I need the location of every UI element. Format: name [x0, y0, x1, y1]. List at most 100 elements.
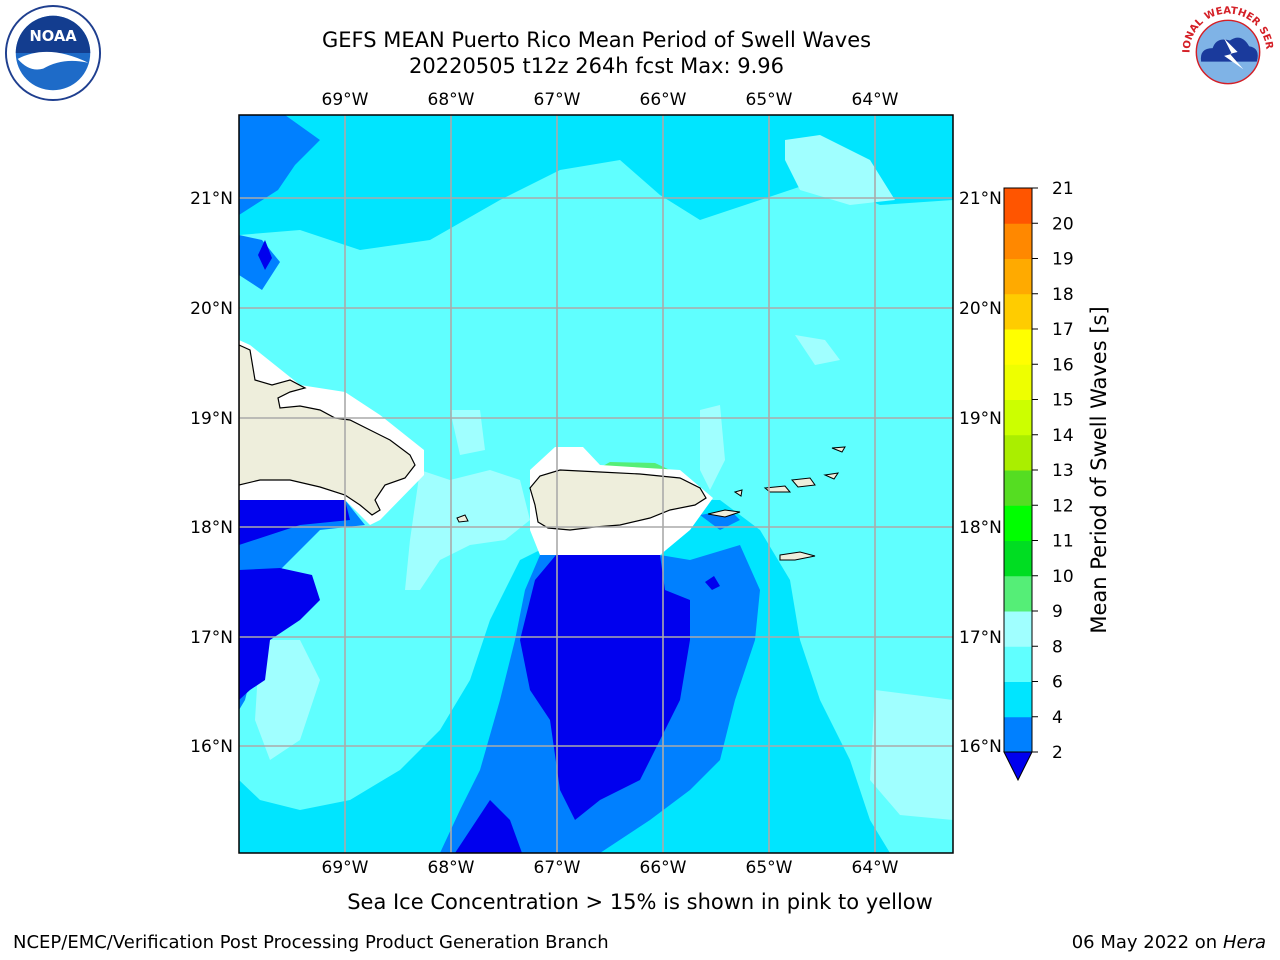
- colorbar-segment: [1004, 646, 1032, 682]
- colorbar-tick-label: 17: [1052, 320, 1074, 340]
- colorbar-tick-label: 20: [1052, 214, 1074, 234]
- lon-label: 68°W: [428, 858, 475, 878]
- lon-label: 67°W: [534, 858, 581, 878]
- contour-deep-blue-strip: [239, 500, 350, 545]
- colorbar-tick-label: 12: [1052, 496, 1074, 516]
- colorbar-label: Mean Period of Swell Waves [s]: [1087, 306, 1111, 633]
- land-hispaniola: [239, 344, 416, 516]
- nws-logo: NATIONAL WEATHER SERVICE: [1180, 4, 1274, 99]
- footer-date-text: 06 May 2022 on: [1071, 932, 1218, 953]
- colorbar-tick-label: 6: [1052, 673, 1063, 693]
- colorbar-segment: [1004, 293, 1032, 330]
- colorbar-segment: [1004, 716, 1032, 753]
- colorbar-segment: [1004, 188, 1032, 224]
- colorbar-tick-label: 2: [1052, 743, 1063, 763]
- lat-labels-right: 21°N 20°N 19°N 18°N 17°N 16°N: [959, 189, 1002, 757]
- contour-blue-nw: [239, 115, 320, 215]
- lon-label: 69°W: [322, 858, 369, 878]
- colorbar-tick-label: 14: [1052, 426, 1074, 446]
- colorbar-segment: [1004, 329, 1032, 365]
- chart-subtitle: 20220505 t12z 264h fcst Max: 9.96: [409, 54, 784, 78]
- gridlines: [239, 115, 953, 853]
- contour-deep-blue-west: [239, 568, 320, 700]
- lon-label: 66°W: [640, 90, 687, 110]
- noaa-logo: NOAA: [4, 4, 102, 102]
- contour-blue-w: [239, 235, 280, 290]
- colorbar-tick-label: 8: [1052, 637, 1063, 657]
- lat-label: 21°N: [190, 189, 233, 209]
- contour-pale-cyan-2: [405, 470, 530, 590]
- lon-labels-bottom: 69°W 68°W 67°W 66°W 65°W 64°W: [322, 858, 899, 878]
- contour-light-cyan-2: [560, 215, 600, 250]
- lat-label: 20°N: [959, 299, 1002, 319]
- chart-title: GEFS MEAN Puerto Rico Mean Period of Swe…: [321, 28, 872, 52]
- lat-label: 21°N: [959, 189, 1002, 209]
- contour-pale-cyan: [785, 135, 895, 205]
- lon-labels-top: 69°W 68°W 67°W 66°W 65°W 64°W: [322, 90, 899, 110]
- colorbar-tick-label: 19: [1052, 250, 1074, 270]
- land-virgin-islands: [733, 446, 846, 497]
- colorbar-tick-label: 13: [1052, 461, 1074, 481]
- lat-label: 16°N: [190, 737, 233, 757]
- colorbar-segment: [1004, 505, 1032, 541]
- colorbar-segment: [1004, 223, 1032, 259]
- contour-deep-blue-dot: [705, 576, 720, 590]
- lat-label: 20°N: [190, 299, 233, 319]
- contour-pale-cyan-4: [450, 410, 485, 455]
- colorbar-tick-label: 9: [1052, 602, 1063, 622]
- colorbar-segment: [1004, 258, 1032, 295]
- contour-deep-blue-se: [455, 800, 522, 853]
- footer-host: Hera: [1222, 932, 1266, 953]
- land-mona: [456, 514, 469, 523]
- svg-text:NOAA: NOAA: [29, 28, 77, 45]
- lon-label: 69°W: [322, 90, 369, 110]
- colorbar-segment: [1004, 681, 1032, 718]
- sea-ice-note: Sea Ice Concentration > 15% is shown in …: [347, 890, 933, 914]
- colorbar-segment: [1004, 540, 1032, 577]
- lat-label: 19°N: [959, 409, 1002, 429]
- colorbar-tick-label: 4: [1052, 708, 1063, 728]
- contour-blue-sw: [239, 500, 365, 710]
- lat-label: 19°N: [190, 409, 233, 429]
- colorbar-segment: [1004, 611, 1032, 647]
- contour-deep-blue-spot: [258, 240, 272, 270]
- lat-labels-left: 21°N 20°N 19°N 18°N 17°N 16°N: [190, 189, 233, 757]
- colorbar-tick-label: 15: [1052, 391, 1074, 411]
- footer-date: 06 May 2022 on Hera: [1072, 932, 1266, 953]
- colorbar: 2 4 6 8 9 10 11 12 13 14 15 16 17 18 19 20 21: [1003, 179, 1074, 782]
- lat-label: 17°N: [190, 628, 233, 648]
- lat-label: 18°N: [190, 518, 233, 538]
- colorbar-segment: [1004, 575, 1032, 612]
- colorbar-tick-label: 18: [1052, 285, 1074, 305]
- lon-label: 68°W: [428, 90, 475, 110]
- colorbar-segment: [1004, 364, 1032, 400]
- lon-label: 66°W: [640, 858, 687, 878]
- lon-label: 65°W: [746, 858, 793, 878]
- lat-label: 16°N: [959, 737, 1002, 757]
- contour-pale-cyan-7: [255, 640, 320, 760]
- lon-label: 64°W: [852, 858, 899, 878]
- swell-period-field: [239, 115, 953, 853]
- colorbar-segment: [1004, 470, 1032, 506]
- lon-label: 65°W: [746, 90, 793, 110]
- footer-credit: NCEP/EMC/Verification Post Processing Pr…: [13, 932, 609, 953]
- land-vieques: [707, 509, 741, 518]
- colorbar-tick-label: 10: [1052, 567, 1074, 587]
- contour-pale-cyan-6: [870, 690, 953, 820]
- colorbar-under-triangle: [1003, 751, 1033, 782]
- lat-label: 17°N: [959, 628, 1002, 648]
- colorbar-tick-label: 21: [1052, 179, 1074, 199]
- lat-label: 18°N: [959, 518, 1002, 538]
- lon-label: 64°W: [852, 90, 899, 110]
- colorbar-segment: [1004, 399, 1032, 436]
- contour-deep-blue-south: [520, 555, 690, 820]
- colorbar-tick-label: 11: [1052, 532, 1074, 552]
- colorbar-tick-label: 16: [1052, 355, 1074, 375]
- contour-pale-cyan-5: [795, 335, 840, 365]
- map-frame: [238, 114, 954, 854]
- contour-pale-cyan-3: [700, 405, 725, 490]
- colorbar-segment: [1004, 434, 1032, 471]
- lon-label: 67°W: [534, 90, 581, 110]
- land-st-croix: [779, 551, 816, 561]
